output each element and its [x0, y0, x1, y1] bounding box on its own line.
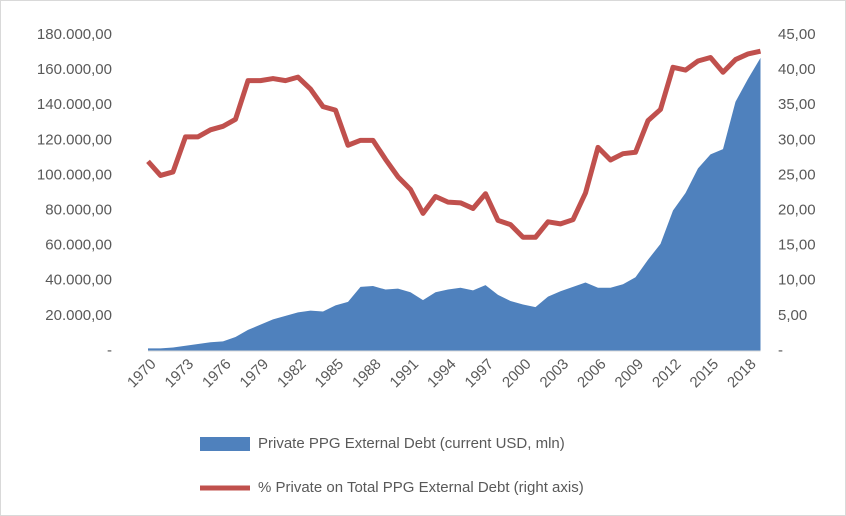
y-tick-label: -: [107, 342, 112, 359]
y-tick-label: 160.000,00: [37, 61, 112, 78]
legend-label: Private PPG External Debt (current USD, …: [258, 435, 565, 452]
y2-tick-label: 30,00: [778, 131, 816, 148]
y-tick-label: 120.000,00: [37, 131, 112, 148]
y-tick-label: 140.000,00: [37, 96, 112, 113]
legend-label: % Private on Total PPG External Debt (ri…: [258, 479, 584, 496]
area: [148, 57, 761, 351]
y2-tick-label: 15,00: [778, 237, 816, 254]
legend-swatch: [200, 437, 250, 451]
y-tick-label: 60.000,00: [45, 237, 112, 254]
y-tick-label: 80.000,00: [45, 202, 112, 219]
y-tick-label: 40.000,00: [45, 272, 112, 289]
y-tick-label: 100.000,00: [37, 166, 112, 183]
y2-tick-label: 5,00: [778, 307, 807, 324]
y2-tick-label: 10,00: [778, 272, 816, 289]
y-tick-label: 20.000,00: [45, 307, 112, 324]
y2-tick-label: 20,00: [778, 202, 816, 219]
y2-tick-label: 25,00: [778, 166, 816, 183]
y2-tick-label: 40,00: [778, 61, 816, 78]
y2-tick-label: 45,00: [778, 26, 816, 43]
y2-tick-label: 35,00: [778, 96, 816, 113]
y2-tick-label: -: [778, 342, 783, 359]
y-tick-label: 180.000,00: [37, 26, 112, 43]
line: [146, 48, 762, 240]
